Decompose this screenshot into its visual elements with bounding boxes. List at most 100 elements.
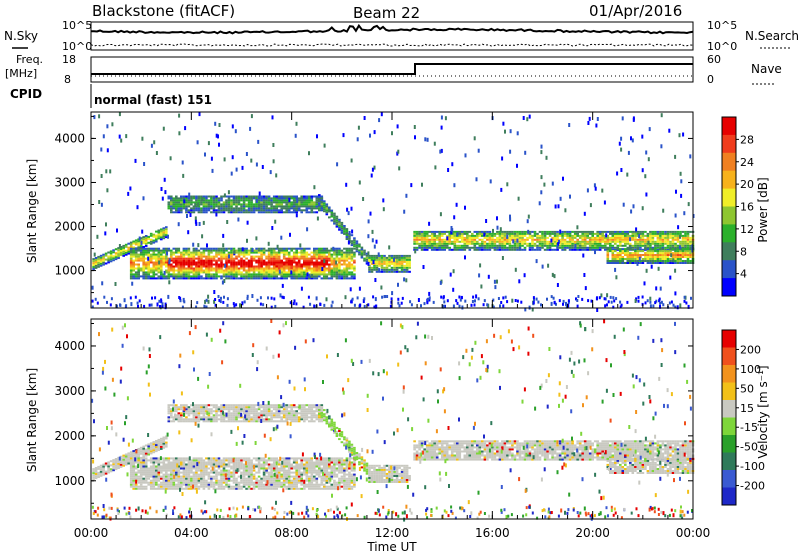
echo-cell xyxy=(434,165,436,169)
echo-cell xyxy=(679,245,681,249)
echo-cell xyxy=(265,275,268,277)
echo-cell xyxy=(679,133,681,137)
echo-cell xyxy=(599,231,602,233)
echo-cell xyxy=(158,300,160,303)
echo-cell xyxy=(358,244,361,246)
echo-cell xyxy=(147,252,150,254)
echo-cell xyxy=(140,449,143,451)
echo-cell xyxy=(466,243,469,245)
echo-cell xyxy=(175,470,178,472)
echo-cell xyxy=(207,295,209,299)
echo-cell xyxy=(198,211,201,213)
freq-tick-high: 18 xyxy=(62,53,76,66)
echo-cell xyxy=(173,248,176,250)
echo-cell xyxy=(306,264,309,266)
echo-cell xyxy=(374,278,376,282)
echo-cell xyxy=(596,233,599,235)
echo-cell xyxy=(192,243,194,247)
echo-cell xyxy=(348,268,351,270)
echo-cell xyxy=(300,252,303,254)
echo-cell xyxy=(295,252,298,254)
echo-cell xyxy=(689,260,692,262)
echo-cell xyxy=(168,203,171,205)
echo-cell xyxy=(612,250,615,252)
echo-cell xyxy=(311,203,314,205)
echo-cell xyxy=(685,302,687,305)
echo-cell xyxy=(193,273,196,275)
echo-cell xyxy=(293,256,296,258)
echo-cell xyxy=(240,273,243,275)
echo-cell xyxy=(361,247,364,249)
echo-cell xyxy=(672,258,674,262)
echo-cell xyxy=(644,174,646,178)
echo-cell xyxy=(343,252,346,254)
echo-cell xyxy=(533,296,535,299)
echo-cell xyxy=(351,266,354,268)
echo-cell xyxy=(546,245,549,247)
echo-cell xyxy=(223,250,226,252)
echo-cell xyxy=(180,462,183,464)
echo-cell xyxy=(619,233,622,235)
echo-cell xyxy=(438,249,441,251)
echo-cell xyxy=(210,264,213,266)
echo-cell xyxy=(581,245,584,247)
echo-cell xyxy=(165,438,168,440)
echo-cell xyxy=(253,196,256,198)
echo-cell xyxy=(632,258,635,260)
echo-cell xyxy=(559,230,561,234)
echo-cell xyxy=(351,256,354,258)
echo-cell xyxy=(173,480,176,482)
echo-cell xyxy=(338,248,341,250)
echo-cell xyxy=(519,239,522,241)
echo-cell xyxy=(298,273,301,275)
echo-cell xyxy=(288,209,291,211)
echo-cell xyxy=(213,457,216,459)
echo-cell xyxy=(200,474,203,476)
echo-cell xyxy=(97,472,100,474)
echo-cell xyxy=(633,118,635,122)
echo-cell xyxy=(604,297,606,300)
echo-cell xyxy=(619,256,622,258)
echo-cell xyxy=(403,259,406,261)
echo-cell xyxy=(599,241,602,243)
echo-cell xyxy=(461,249,464,251)
echo-cell xyxy=(245,250,248,252)
echo-cell xyxy=(461,231,464,233)
echo-cell xyxy=(479,249,482,251)
echo-cell xyxy=(657,247,660,249)
echo-cell xyxy=(527,219,529,223)
echo-cell xyxy=(173,270,176,272)
echo-cell xyxy=(649,254,652,256)
echo-cell xyxy=(406,261,409,263)
echo-cell xyxy=(135,474,138,476)
echo-cell xyxy=(251,294,253,298)
echo-cell xyxy=(170,270,173,272)
echo-cell xyxy=(150,446,153,448)
echo-cell xyxy=(549,247,552,249)
echo-cell xyxy=(283,271,286,273)
echo-cell xyxy=(230,270,233,272)
echo-cell xyxy=(288,248,291,250)
echo-cell xyxy=(203,264,206,266)
echo-cell xyxy=(634,233,637,235)
echo-cell xyxy=(158,271,161,273)
echo-cell xyxy=(235,270,238,272)
echo-cell xyxy=(188,488,191,490)
echo-cell xyxy=(586,243,589,245)
echo-cell xyxy=(250,277,253,279)
echo-cell xyxy=(178,277,181,279)
echo-cell xyxy=(163,256,166,258)
echo-cell xyxy=(230,271,233,273)
echo-cell xyxy=(193,410,196,412)
echo-cell xyxy=(127,456,130,458)
echo-cell xyxy=(145,239,148,241)
echo-cell xyxy=(225,262,228,264)
echo-cell xyxy=(263,205,266,207)
echo-cell xyxy=(388,257,391,259)
echo-cell xyxy=(514,245,517,247)
echo-cell xyxy=(198,410,201,412)
echo-cell xyxy=(561,243,564,245)
echo-cell xyxy=(466,231,469,233)
echo-cell xyxy=(203,260,206,262)
echo-cell xyxy=(381,259,384,261)
